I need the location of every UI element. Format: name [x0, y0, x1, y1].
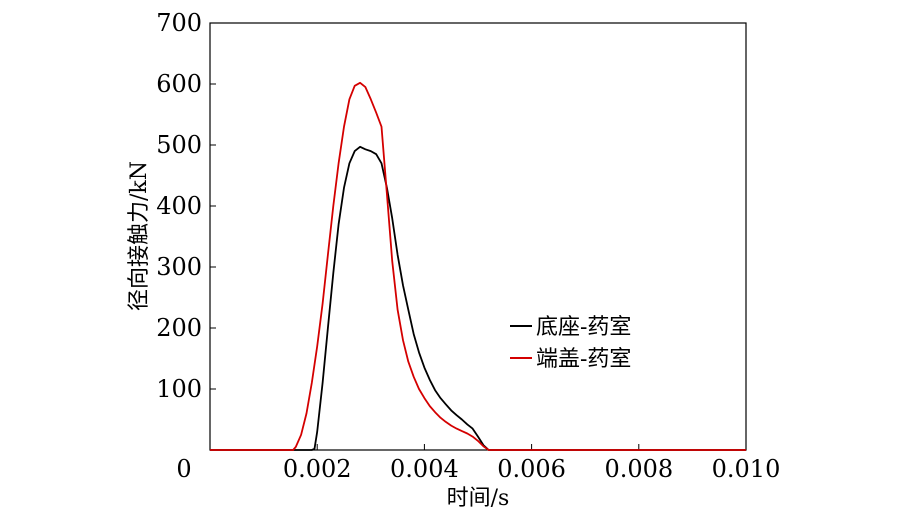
y-tick-label: 100	[156, 375, 202, 403]
y-tick-label: 200	[156, 314, 202, 342]
x-axis-ticks: 0 0.002 0.004 0.006 0.008 0.010	[176, 444, 780, 483]
y-axis-ticks: 100 200 300 400 500 600 700	[156, 9, 216, 403]
y-tick-label: 700	[156, 9, 202, 37]
series-line-2	[210, 81, 746, 451]
x-tick-label: 0.002	[283, 455, 352, 483]
x-tick-label: 0.006	[497, 455, 566, 483]
series-line-1	[210, 145, 746, 451]
x-tick-label: 0	[176, 455, 191, 483]
series-lines	[210, 81, 746, 451]
y-tick-label: 500	[156, 131, 202, 159]
y-tick-label: 300	[156, 253, 202, 281]
x-tick-label: 0.008	[604, 455, 673, 483]
x-tick-label: 0.004	[390, 455, 459, 483]
y-axis-title: 径向接触力/kN	[127, 161, 152, 311]
plot-frame	[209, 22, 747, 451]
y-tick-label: 600	[156, 70, 202, 98]
legend-label: 端盖-药室	[536, 347, 631, 372]
legend-label: 底座-药室	[536, 315, 631, 340]
y-tick-label: 400	[156, 192, 202, 220]
x-axis-title: 时间/s	[447, 486, 510, 511]
x-tick-label: 0.010	[712, 455, 781, 483]
